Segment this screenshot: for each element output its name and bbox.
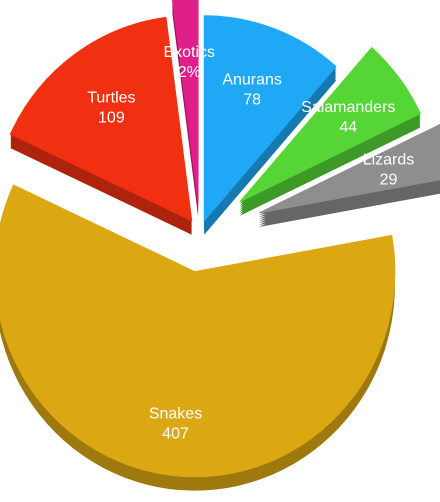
slice-label: Anurans bbox=[222, 72, 282, 89]
slice-label: Exotics bbox=[163, 44, 215, 61]
slice-value-label: 109 bbox=[98, 109, 125, 126]
slice-value-label: 78 bbox=[243, 92, 261, 109]
slice-value-label: 29 bbox=[380, 172, 398, 189]
slice-label: Lizards bbox=[363, 152, 415, 169]
slice-label: Snakes bbox=[149, 405, 202, 422]
slice-value-label: 407 bbox=[162, 425, 189, 442]
slice bbox=[239, 46, 422, 203]
slice bbox=[9, 16, 193, 222]
slice bbox=[203, 15, 337, 223]
slice bbox=[171, 0, 199, 203]
slice-value-label: 2% bbox=[178, 64, 201, 81]
slice-label: Salamanders bbox=[301, 99, 395, 116]
slice bbox=[0, 184, 396, 478]
slice-value-label: 44 bbox=[339, 119, 357, 136]
slice-label: Turtles bbox=[87, 89, 135, 106]
